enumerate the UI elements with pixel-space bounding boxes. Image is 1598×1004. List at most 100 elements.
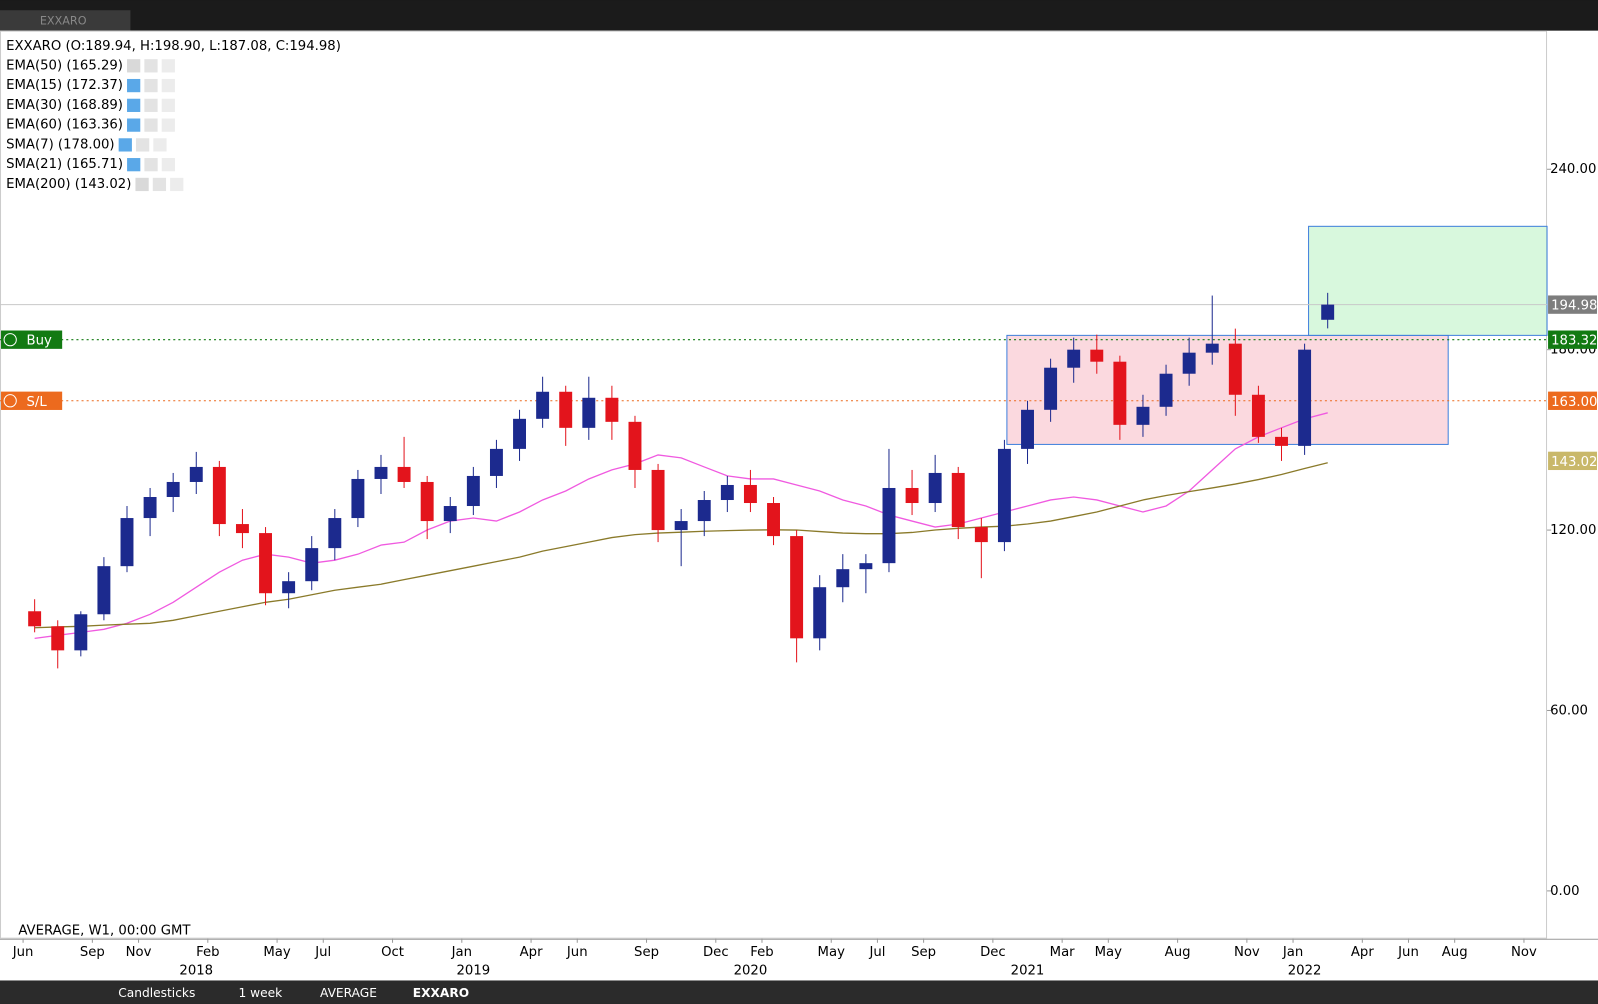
candle-body [1298,349,1312,446]
candle-body [1205,343,1219,353]
legend-icon[interactable] [135,138,150,152]
candle-body [720,484,734,501]
candle-body [97,566,111,615]
candle-body [305,548,319,582]
candle-body [790,536,804,639]
order-tag[interactable] [1,330,63,349]
legend-entry: EMA(30) (168.89) [6,98,123,113]
y-tick-label: 240.00 [1550,162,1596,177]
legend-icon[interactable] [152,177,167,192]
toolbar-item[interactable]: 1 week [238,986,283,1000]
top-bar [0,0,1598,31]
legend-icon[interactable] [127,59,141,73]
legend-icon[interactable] [161,98,175,112]
legend-icon[interactable] [170,177,184,192]
candle-body [767,503,780,537]
candle-body [1067,349,1081,368]
legend-icon[interactable] [118,138,132,152]
x-tick-label: Apr [520,945,543,960]
candle-body [1321,304,1335,320]
x-tick-label: Aug [1165,945,1191,960]
candle-body [513,418,526,449]
candle-body [674,521,688,531]
legend-entry: EMA(50) (165.29) [6,58,123,73]
x-tick-label: Jul [868,945,885,960]
legend-icon[interactable] [144,78,158,93]
x-tick-label: Nov [1511,945,1537,960]
candle-body [743,484,757,504]
legend-icon[interactable] [144,158,158,172]
legend-icon[interactable] [144,118,158,132]
price-marker [1548,391,1597,410]
candle-body [582,397,596,428]
candle-body [466,475,480,507]
legend-icon[interactable] [127,78,141,93]
tab[interactable] [0,10,131,31]
legend-icon[interactable] [144,98,158,112]
candle-body [1113,361,1127,425]
range-box [1006,334,1449,445]
order-tag[interactable] [1,391,63,410]
legend-icon[interactable] [161,78,175,93]
candle-body [1251,394,1265,437]
legend-icon[interactable] [161,118,175,132]
x-tick-label: Jun [566,945,588,960]
y-tick-label: 60.00 [1550,703,1588,718]
x-tick-label: Jun [1397,945,1419,960]
x-tick-label: Jun [12,945,34,960]
legend-icon[interactable] [153,138,167,152]
legend-entry: EMA(60) (163.36) [6,118,123,133]
order-close[interactable] [3,333,17,347]
candle-body [628,421,642,470]
x-tick-label: Oct [381,945,404,960]
x-tick-label: Jan [1282,945,1303,960]
candle-body [928,472,942,504]
toolbar-item[interactable]: EXXARO [413,986,469,1000]
legend-icon[interactable] [135,177,149,192]
candle-body [212,466,226,525]
legend-icon[interactable] [161,59,175,73]
toolbar-item[interactable]: Candlesticks [118,986,195,1000]
indicator-line [34,412,1328,640]
candle-body [189,466,203,482]
price-marker-label: 183.32 [1551,334,1597,349]
price-marker [1548,451,1597,471]
legend-icon[interactable] [127,118,141,132]
price-marker-label: 194.98 [1551,299,1597,314]
candle-body [651,469,665,531]
x-tick-label: Apr [1351,945,1374,960]
legend-icon[interactable] [161,158,175,172]
candle-body [282,581,296,594]
candle-body [235,524,249,534]
x-tick-label: Dec [703,945,729,960]
candle-body [374,466,388,479]
legend-entry: SMA(7) (178.00) [6,137,114,152]
year-label: 2018 [179,963,213,978]
candle-body [51,626,65,651]
price-marker [1548,295,1597,314]
year-label: 2019 [457,963,491,978]
legend-icon[interactable] [144,59,158,73]
order-close[interactable] [3,394,17,408]
candle-body [120,518,134,567]
chart-bg [0,30,1598,981]
x-tick-label: Nov [126,945,152,960]
candle-body [697,500,711,522]
order-tag-label[interactable]: Buy [26,334,51,349]
legend-icon[interactable] [127,158,141,172]
toolbar-item[interactable]: AVERAGE [320,986,377,1000]
legend-icon[interactable] [127,98,141,112]
plot-frame [0,30,1548,939]
target-box [1308,225,1548,336]
tab-label[interactable]: EXXARO [40,14,87,27]
y-tick-label: 120.00 [1550,523,1596,538]
candle-body [166,481,180,498]
legend: EXXARO (O:189.94, H:198.90, L:187.08, C:… [6,39,341,192]
x-tick-label: Dec [980,945,1006,960]
candle-body [489,448,503,476]
candle-body [951,472,965,528]
order-tag-label[interactable]: S/L [26,395,47,410]
candle-body [974,527,988,543]
x-tick-label: Aug [1442,945,1468,960]
